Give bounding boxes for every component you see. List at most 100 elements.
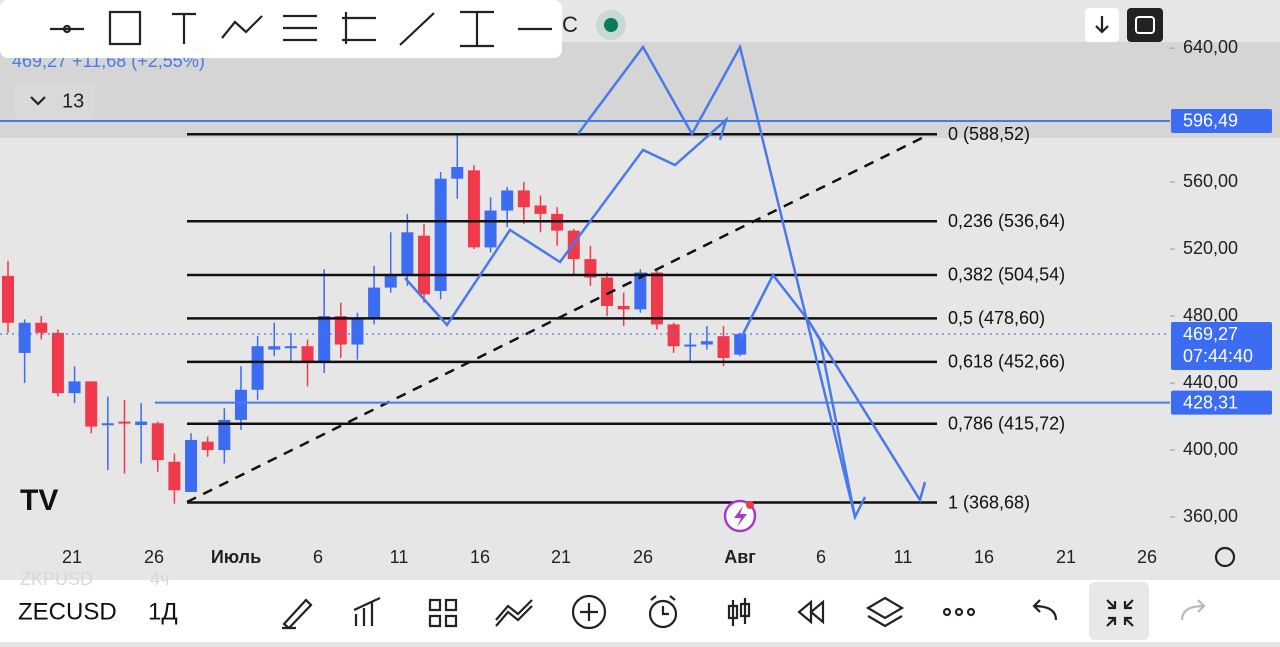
candle-body <box>418 235 430 295</box>
x-tick-label: 21 <box>1056 547 1076 567</box>
x-tick-label: 11 <box>390 547 409 567</box>
x-tick-label: 26 <box>1137 547 1157 567</box>
candle-body <box>118 421 131 424</box>
path-a <box>576 43 867 521</box>
btn-candles[interactable] <box>727 598 751 626</box>
candle-body <box>201 441 214 451</box>
x-tick-label: 26 <box>144 547 164 567</box>
tool-fib[interactable] <box>283 14 317 42</box>
btn-undo[interactable] <box>1032 599 1058 621</box>
candle-body <box>401 232 414 275</box>
candle-body <box>135 421 148 425</box>
tool-levels[interactable] <box>342 12 376 44</box>
fullscreen-icon <box>1135 16 1155 34</box>
tool-trend[interactable] <box>399 12 435 46</box>
candle-body <box>467 170 480 248</box>
event-dot <box>746 501 754 509</box>
fib-label: 0,618 (452,66) <box>948 352 1065 372</box>
candle-body <box>501 190 514 211</box>
x-tick-label: 11 <box>894 547 913 567</box>
candle-body <box>301 346 314 363</box>
fib-label: 0,786 (415,72) <box>948 413 1065 433</box>
x-tick-label: 21 <box>62 547 82 567</box>
candle-body <box>268 346 281 350</box>
candle-body <box>601 277 614 307</box>
symbol[interactable]: ZECUSD <box>18 598 117 625</box>
tool-path[interactable] <box>221 15 263 39</box>
btn-add[interactable] <box>571 594 607 630</box>
candle-body <box>684 344 697 347</box>
tool-icons <box>50 10 552 48</box>
candle-body <box>734 334 747 355</box>
prev-interval: 4ч <box>150 569 169 589</box>
y-tick-label: 480,00 <box>1183 305 1238 325</box>
price-tag-label: 596,49 <box>1183 111 1238 131</box>
y-tick-label: 440,00 <box>1183 372 1238 392</box>
candle-body <box>534 205 547 214</box>
arrow-down <box>1095 16 1109 34</box>
logo: TV <box>20 484 58 517</box>
btn-layers[interactable] <box>865 596 905 628</box>
btn-draw[interactable] <box>282 598 313 630</box>
candle-body <box>168 461 181 491</box>
chevron <box>30 96 46 106</box>
fib-label: 0,382 (504,54) <box>948 265 1065 285</box>
price-tag <box>1171 322 1272 371</box>
candle-body <box>151 423 164 461</box>
btn-replay[interactable] <box>797 599 825 625</box>
btn-compare[interactable] <box>495 599 533 627</box>
candle-body <box>584 259 597 278</box>
fullscreen-btn[interactable] <box>1127 8 1163 42</box>
x-tick-label: 6 <box>313 547 323 567</box>
price-tag <box>1171 390 1272 415</box>
y-tick-label: 560,00 <box>1183 171 1238 191</box>
fib-label: 0 (588,52) <box>948 124 1030 144</box>
candle-body <box>451 166 464 179</box>
price-tag-time: 07:44:40 <box>1183 346 1253 366</box>
count-box[interactable] <box>14 82 95 120</box>
candle-body <box>484 210 497 248</box>
candle-body <box>667 324 680 347</box>
candle-body <box>101 423 114 426</box>
candle-body <box>617 306 630 310</box>
y-tick-label: 360,00 <box>1183 506 1238 526</box>
x-tick-label: Июль <box>211 547 261 567</box>
candle-body <box>517 190 530 208</box>
price-tag-label: 428,31 <box>1183 392 1238 412</box>
tool-text[interactable] <box>172 12 196 44</box>
y-tick-label: 520,00 <box>1183 238 1238 258</box>
candle-body <box>234 389 247 420</box>
btn-collapse[interactable] <box>1089 582 1149 640</box>
tool-rect[interactable] <box>108 10 142 46</box>
candle-body <box>284 346 297 349</box>
status-dot <box>604 18 618 32</box>
collapse-icon <box>1106 599 1134 627</box>
price-tag-label: 469,27 <box>1183 324 1238 344</box>
x-tick-label: 26 <box>633 547 653 567</box>
tool-hline[interactable] <box>50 24 84 34</box>
y-tick-label: 400,00 <box>1183 439 1238 459</box>
candle-body <box>334 316 347 345</box>
interval[interactable]: 1Д <box>148 598 178 625</box>
candle-body <box>318 316 331 363</box>
candle-body <box>700 341 713 345</box>
btn-alert[interactable] <box>648 599 678 629</box>
candle-body <box>35 322 48 333</box>
bottom-icons <box>282 594 1058 630</box>
x-tick-label: Авг <box>724 547 756 567</box>
path-d <box>806 319 857 518</box>
candle-body <box>51 332 64 394</box>
settings[interactable] <box>1214 546 1236 568</box>
tool-range[interactable] <box>460 10 494 48</box>
candle-body <box>368 287 381 320</box>
btn-layouts[interactable] <box>428 598 458 628</box>
candle-body <box>2 275 14 323</box>
btn-redo[interactable] <box>1180 599 1206 621</box>
candle-body <box>634 272 647 310</box>
candle-body <box>251 346 264 390</box>
count: 13 <box>62 90 84 112</box>
path-b <box>404 116 729 328</box>
btn-indicators[interactable] <box>353 597 381 626</box>
candle-body <box>717 336 730 358</box>
